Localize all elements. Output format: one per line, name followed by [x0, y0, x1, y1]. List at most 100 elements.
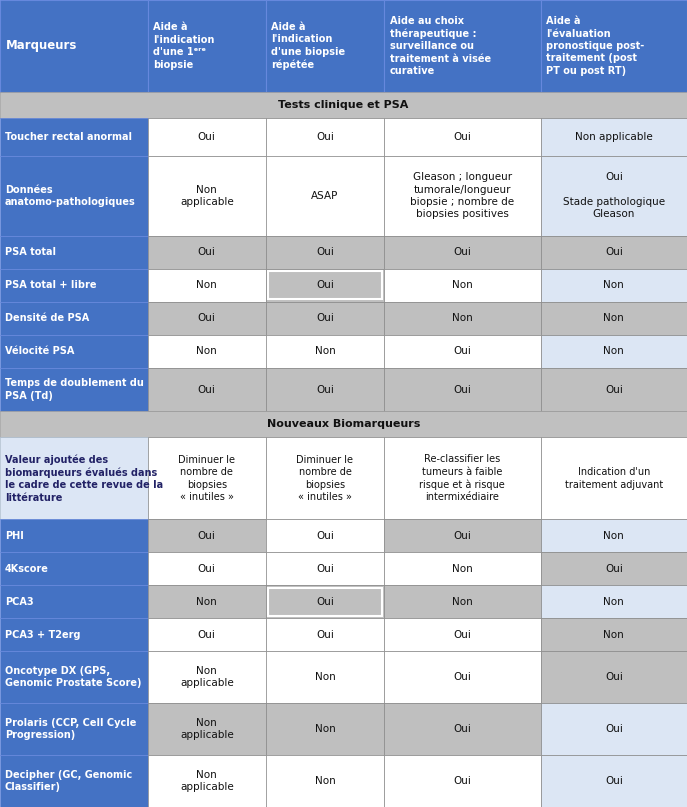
Bar: [266, 552, 384, 585]
Text: Oui: Oui: [316, 247, 334, 257]
Text: Non: Non: [196, 346, 217, 356]
Text: Oui: Oui: [453, 724, 471, 734]
Bar: [384, 118, 541, 156]
Bar: [268, 337, 382, 365]
Text: Prolaris (CCP, Cell Cycle
Progression): Prolaris (CCP, Cell Cycle Progression): [5, 718, 136, 740]
Bar: [148, 0, 266, 92]
Bar: [148, 367, 266, 412]
Bar: [148, 118, 266, 156]
Text: Oui: Oui: [198, 564, 216, 574]
Text: Non: Non: [452, 564, 473, 574]
Bar: [266, 367, 384, 412]
Bar: [541, 0, 687, 92]
Text: Oui: Oui: [605, 724, 623, 734]
Text: Non: Non: [603, 629, 624, 640]
Bar: [266, 703, 384, 755]
Text: Oui: Oui: [605, 384, 623, 395]
Text: Non: Non: [603, 346, 624, 356]
Bar: [541, 156, 687, 236]
Bar: [148, 156, 266, 236]
Bar: [0, 703, 148, 755]
Text: Oui: Oui: [316, 280, 334, 291]
Text: Aide à
l'évaluation
pronostique post-
traitement (post
PT ou post RT): Aide à l'évaluation pronostique post- tr…: [546, 16, 644, 76]
Bar: [266, 302, 384, 335]
Text: Marqueurs: Marqueurs: [5, 40, 77, 52]
Bar: [384, 552, 541, 585]
Bar: [541, 520, 687, 552]
Bar: [384, 236, 541, 269]
Bar: [148, 703, 266, 755]
Text: PSA total: PSA total: [5, 247, 56, 257]
Text: Non: Non: [452, 280, 473, 291]
Bar: [266, 236, 384, 269]
Bar: [0, 618, 148, 651]
Text: PHI: PHI: [5, 531, 23, 541]
Bar: [148, 585, 266, 618]
Bar: [266, 618, 384, 651]
Text: Oui: Oui: [316, 564, 334, 574]
Bar: [266, 755, 384, 807]
Bar: [0, 156, 148, 236]
Bar: [0, 755, 148, 807]
Text: Oui: Oui: [453, 247, 471, 257]
Bar: [148, 236, 266, 269]
Bar: [0, 520, 148, 552]
Bar: [266, 585, 384, 618]
Text: Oui

Stade pathologique
Gleason: Oui Stade pathologique Gleason: [563, 172, 665, 220]
Bar: [268, 654, 382, 700]
Bar: [266, 269, 384, 302]
Text: Oui: Oui: [605, 672, 623, 682]
Bar: [266, 0, 384, 92]
Bar: [541, 755, 687, 807]
Text: Non: Non: [603, 313, 624, 323]
Bar: [268, 158, 382, 233]
Text: Vélocité PSA: Vélocité PSA: [5, 346, 74, 356]
Text: ASAP: ASAP: [311, 190, 339, 201]
Text: Aide au choix
thérapeutique :
surveillance ou
traitement à visée
curative: Aide au choix thérapeutique : surveillan…: [390, 16, 491, 76]
Bar: [268, 587, 382, 616]
Bar: [384, 651, 541, 703]
Text: Oui: Oui: [316, 531, 334, 541]
Bar: [266, 118, 384, 156]
Bar: [0, 367, 148, 412]
Bar: [0, 437, 148, 520]
Bar: [541, 618, 687, 651]
Bar: [0, 0, 148, 92]
Bar: [384, 618, 541, 651]
Bar: [541, 437, 687, 520]
Bar: [148, 302, 266, 335]
Bar: [148, 269, 266, 302]
Text: Oui: Oui: [316, 384, 334, 395]
Bar: [384, 367, 541, 412]
Bar: [541, 302, 687, 335]
Bar: [541, 236, 687, 269]
Text: Valeur ajoutée des
biomarqueurs évalués dans
le cadre de cette revue de la
litté: Valeur ajoutée des biomarqueurs évalués …: [5, 454, 163, 503]
Text: Données
anatomo­pathologiques: Données anatomo­pathologiques: [5, 185, 135, 207]
Text: Non
applicable: Non applicable: [180, 718, 234, 740]
Text: Tests clinique et PSA: Tests clinique et PSA: [278, 100, 409, 110]
Text: Oui: Oui: [316, 629, 334, 640]
Bar: [384, 269, 541, 302]
Text: Non
applicable: Non applicable: [180, 185, 234, 207]
Bar: [148, 618, 266, 651]
Text: 4Kscore: 4Kscore: [5, 564, 49, 574]
Text: Non: Non: [603, 596, 624, 607]
Bar: [541, 118, 687, 156]
Bar: [384, 302, 541, 335]
Bar: [148, 651, 266, 703]
Text: Oui: Oui: [453, 132, 471, 142]
Bar: [541, 269, 687, 302]
Bar: [0, 412, 687, 437]
Bar: [0, 302, 148, 335]
Text: Re-classifier les
tumeurs à faible
risque et à risque
intermixédiaire: Re-classifier les tumeurs à faible risqu…: [420, 454, 505, 502]
Text: Non: Non: [315, 346, 335, 356]
Bar: [384, 520, 541, 552]
Bar: [0, 92, 687, 118]
Text: Oui: Oui: [198, 384, 216, 395]
Bar: [541, 703, 687, 755]
Bar: [268, 554, 382, 583]
Bar: [148, 437, 266, 520]
Bar: [0, 335, 148, 367]
Text: Non: Non: [196, 280, 217, 291]
Bar: [266, 437, 384, 520]
